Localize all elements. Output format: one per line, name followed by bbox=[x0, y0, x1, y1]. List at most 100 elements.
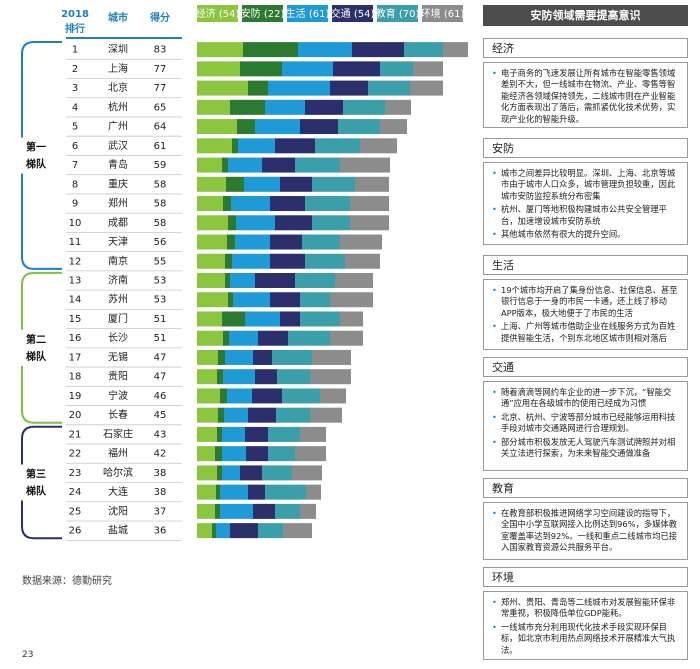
city: 长春 bbox=[108, 409, 128, 421]
bar-segment bbox=[275, 215, 312, 231]
rank-header: 2018 bbox=[61, 9, 89, 20]
bar-segment bbox=[248, 407, 276, 423]
bar-segment bbox=[197, 523, 212, 539]
bar-segment bbox=[222, 465, 240, 481]
score: 47 bbox=[154, 352, 167, 363]
bar-segment bbox=[252, 388, 282, 404]
bar-segment bbox=[255, 119, 300, 135]
bar-segment bbox=[197, 446, 215, 462]
rank: 18 bbox=[69, 372, 82, 383]
bar-segment bbox=[217, 369, 223, 385]
score: 46 bbox=[154, 391, 167, 402]
city: 长沙 bbox=[108, 332, 128, 344]
bar-segment bbox=[220, 484, 248, 500]
score: 47 bbox=[154, 372, 167, 383]
score: 51 bbox=[154, 333, 167, 344]
bar-segment bbox=[244, 176, 280, 192]
rank: 6 bbox=[72, 141, 78, 152]
bar-segment bbox=[246, 446, 268, 462]
bar-segment bbox=[230, 273, 255, 288]
bar-segment bbox=[330, 292, 373, 308]
section-title: 环境 bbox=[483, 567, 688, 587]
bar-segment bbox=[222, 311, 245, 327]
bar-segment bbox=[282, 61, 333, 77]
bar-segment bbox=[333, 61, 380, 77]
city: 济南 bbox=[108, 274, 128, 287]
bullet-item: 部分城市积极发放无人驾驶汽车测试牌照并对相关立法进行探索，为未来智能交通做准备 bbox=[492, 437, 681, 460]
section-body: 城市之间差异比较明显。深圳、上海、北京等城市由于城市人口众多，城市管理负担较重，… bbox=[483, 162, 688, 245]
city: 福州 bbox=[108, 447, 128, 460]
bar-segment bbox=[237, 119, 255, 135]
bar-segment bbox=[355, 176, 389, 192]
bar-segment bbox=[218, 349, 225, 365]
city: 哈尔滨 bbox=[103, 466, 133, 479]
bar-segment bbox=[197, 292, 228, 308]
bar-segment bbox=[330, 330, 363, 346]
bar-segment bbox=[262, 157, 295, 173]
rank: 9 bbox=[72, 199, 78, 210]
score: 77 bbox=[154, 64, 167, 75]
bar-segment bbox=[262, 465, 292, 481]
tier-label-bg bbox=[12, 329, 52, 366]
bar-segment bbox=[306, 484, 321, 500]
bar-segment bbox=[222, 157, 228, 173]
bar-segment bbox=[238, 138, 275, 154]
bar-segment bbox=[228, 292, 233, 308]
bar-segment bbox=[295, 157, 340, 173]
bar-segment bbox=[230, 99, 265, 115]
city: 贵阳 bbox=[108, 370, 128, 383]
rank: 23 bbox=[69, 468, 82, 479]
city: 宁波 bbox=[108, 389, 128, 402]
section-title: 经济 bbox=[483, 38, 688, 58]
bullet-item: 电子商务的飞速发展让所有城市在智能零售领域差别不大，但一线城市在物流、产业、零售… bbox=[492, 68, 681, 125]
bar-segment bbox=[197, 388, 220, 404]
bar-segment bbox=[197, 311, 222, 327]
rank-header: 排行 bbox=[65, 22, 85, 35]
score: 43 bbox=[154, 429, 167, 440]
section-title: 安防 bbox=[483, 138, 688, 158]
rank: 7 bbox=[72, 160, 78, 171]
bar-segment bbox=[360, 138, 397, 154]
bar-segment bbox=[277, 369, 310, 385]
bar-segment bbox=[248, 484, 265, 500]
bar-segment bbox=[245, 426, 268, 442]
bar-segment bbox=[338, 119, 380, 135]
bar-segment bbox=[270, 292, 300, 308]
bar-segment bbox=[197, 253, 225, 269]
bullet-item: 上海、广州等城市借助企业在线服务方式为百姓提供智能生活，个别东北地区城市则相对落… bbox=[492, 321, 681, 344]
rank: 8 bbox=[72, 179, 78, 190]
rank: 25 bbox=[69, 506, 82, 517]
rank: 26 bbox=[69, 526, 82, 537]
bar-segment bbox=[225, 273, 230, 288]
rank: 24 bbox=[69, 487, 82, 498]
score-header: 得分 bbox=[149, 11, 170, 24]
bar-segment bbox=[222, 446, 246, 462]
bar-segment bbox=[352, 42, 404, 58]
bar-segment bbox=[295, 273, 335, 288]
score: 53 bbox=[154, 295, 167, 306]
city: 无锡 bbox=[108, 350, 128, 363]
score: 77 bbox=[154, 83, 167, 94]
legend-label: 生活 (61) bbox=[286, 7, 330, 20]
bar-segment bbox=[240, 465, 262, 481]
bar-segment bbox=[312, 176, 355, 192]
source-note: 数据来源：德勤研究 bbox=[22, 576, 112, 587]
bar-segment bbox=[275, 503, 300, 519]
bar-segment bbox=[310, 369, 351, 385]
bullet-item: 杭州、厦门等地积极构建城市公共安全管理平台，加速增设城市安防系统 bbox=[492, 204, 681, 227]
city: 苏州 bbox=[108, 293, 128, 306]
score: 59 bbox=[154, 160, 167, 171]
bar-segment bbox=[217, 426, 222, 442]
rank: 14 bbox=[69, 295, 82, 306]
bullet-item: 郑州、贵阳、青岛等二线城市对发展智能环保非常重视，积极降低单位GDP能耗。 bbox=[492, 597, 681, 620]
bar-segment bbox=[232, 253, 270, 269]
bar-segment bbox=[215, 503, 220, 519]
bar-segment bbox=[295, 446, 326, 462]
score: 64 bbox=[154, 122, 167, 133]
score: 37 bbox=[154, 506, 167, 517]
section-title: 交通 bbox=[483, 357, 688, 377]
bar-segment bbox=[223, 196, 231, 212]
bar-segment bbox=[413, 61, 443, 77]
legend-label: 经济 (54) bbox=[196, 7, 240, 20]
